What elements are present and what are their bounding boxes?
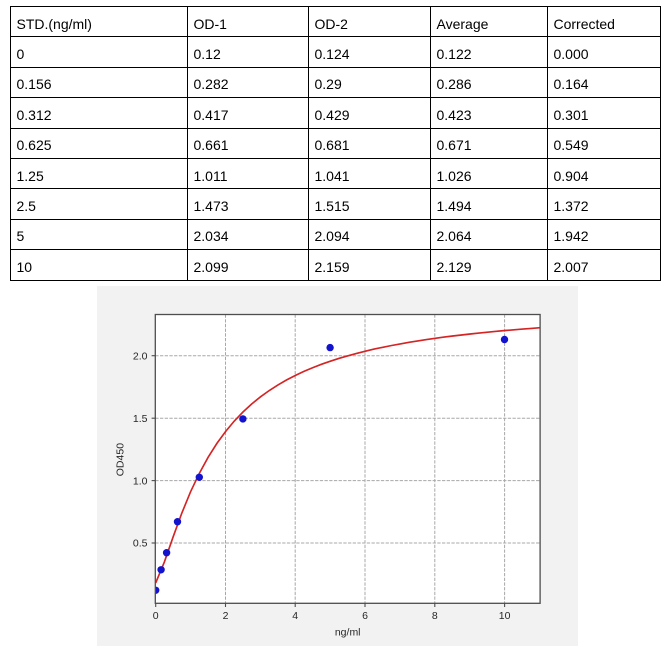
svg-text:1.5: 1.5 <box>133 413 148 425</box>
svg-text:6: 6 <box>362 610 368 622</box>
svg-text:ng/ml: ng/ml <box>335 627 361 639</box>
svg-text:1.0: 1.0 <box>133 475 148 487</box>
svg-text:4: 4 <box>292 610 298 622</box>
svg-text:8: 8 <box>432 610 438 622</box>
svg-text:2.0: 2.0 <box>133 350 148 362</box>
svg-text:OD450: OD450 <box>115 443 127 476</box>
svg-text:2: 2 <box>223 610 229 622</box>
svg-text:10: 10 <box>499 610 511 622</box>
svg-text:0: 0 <box>153 610 159 622</box>
svg-text:0.5: 0.5 <box>133 538 148 550</box>
